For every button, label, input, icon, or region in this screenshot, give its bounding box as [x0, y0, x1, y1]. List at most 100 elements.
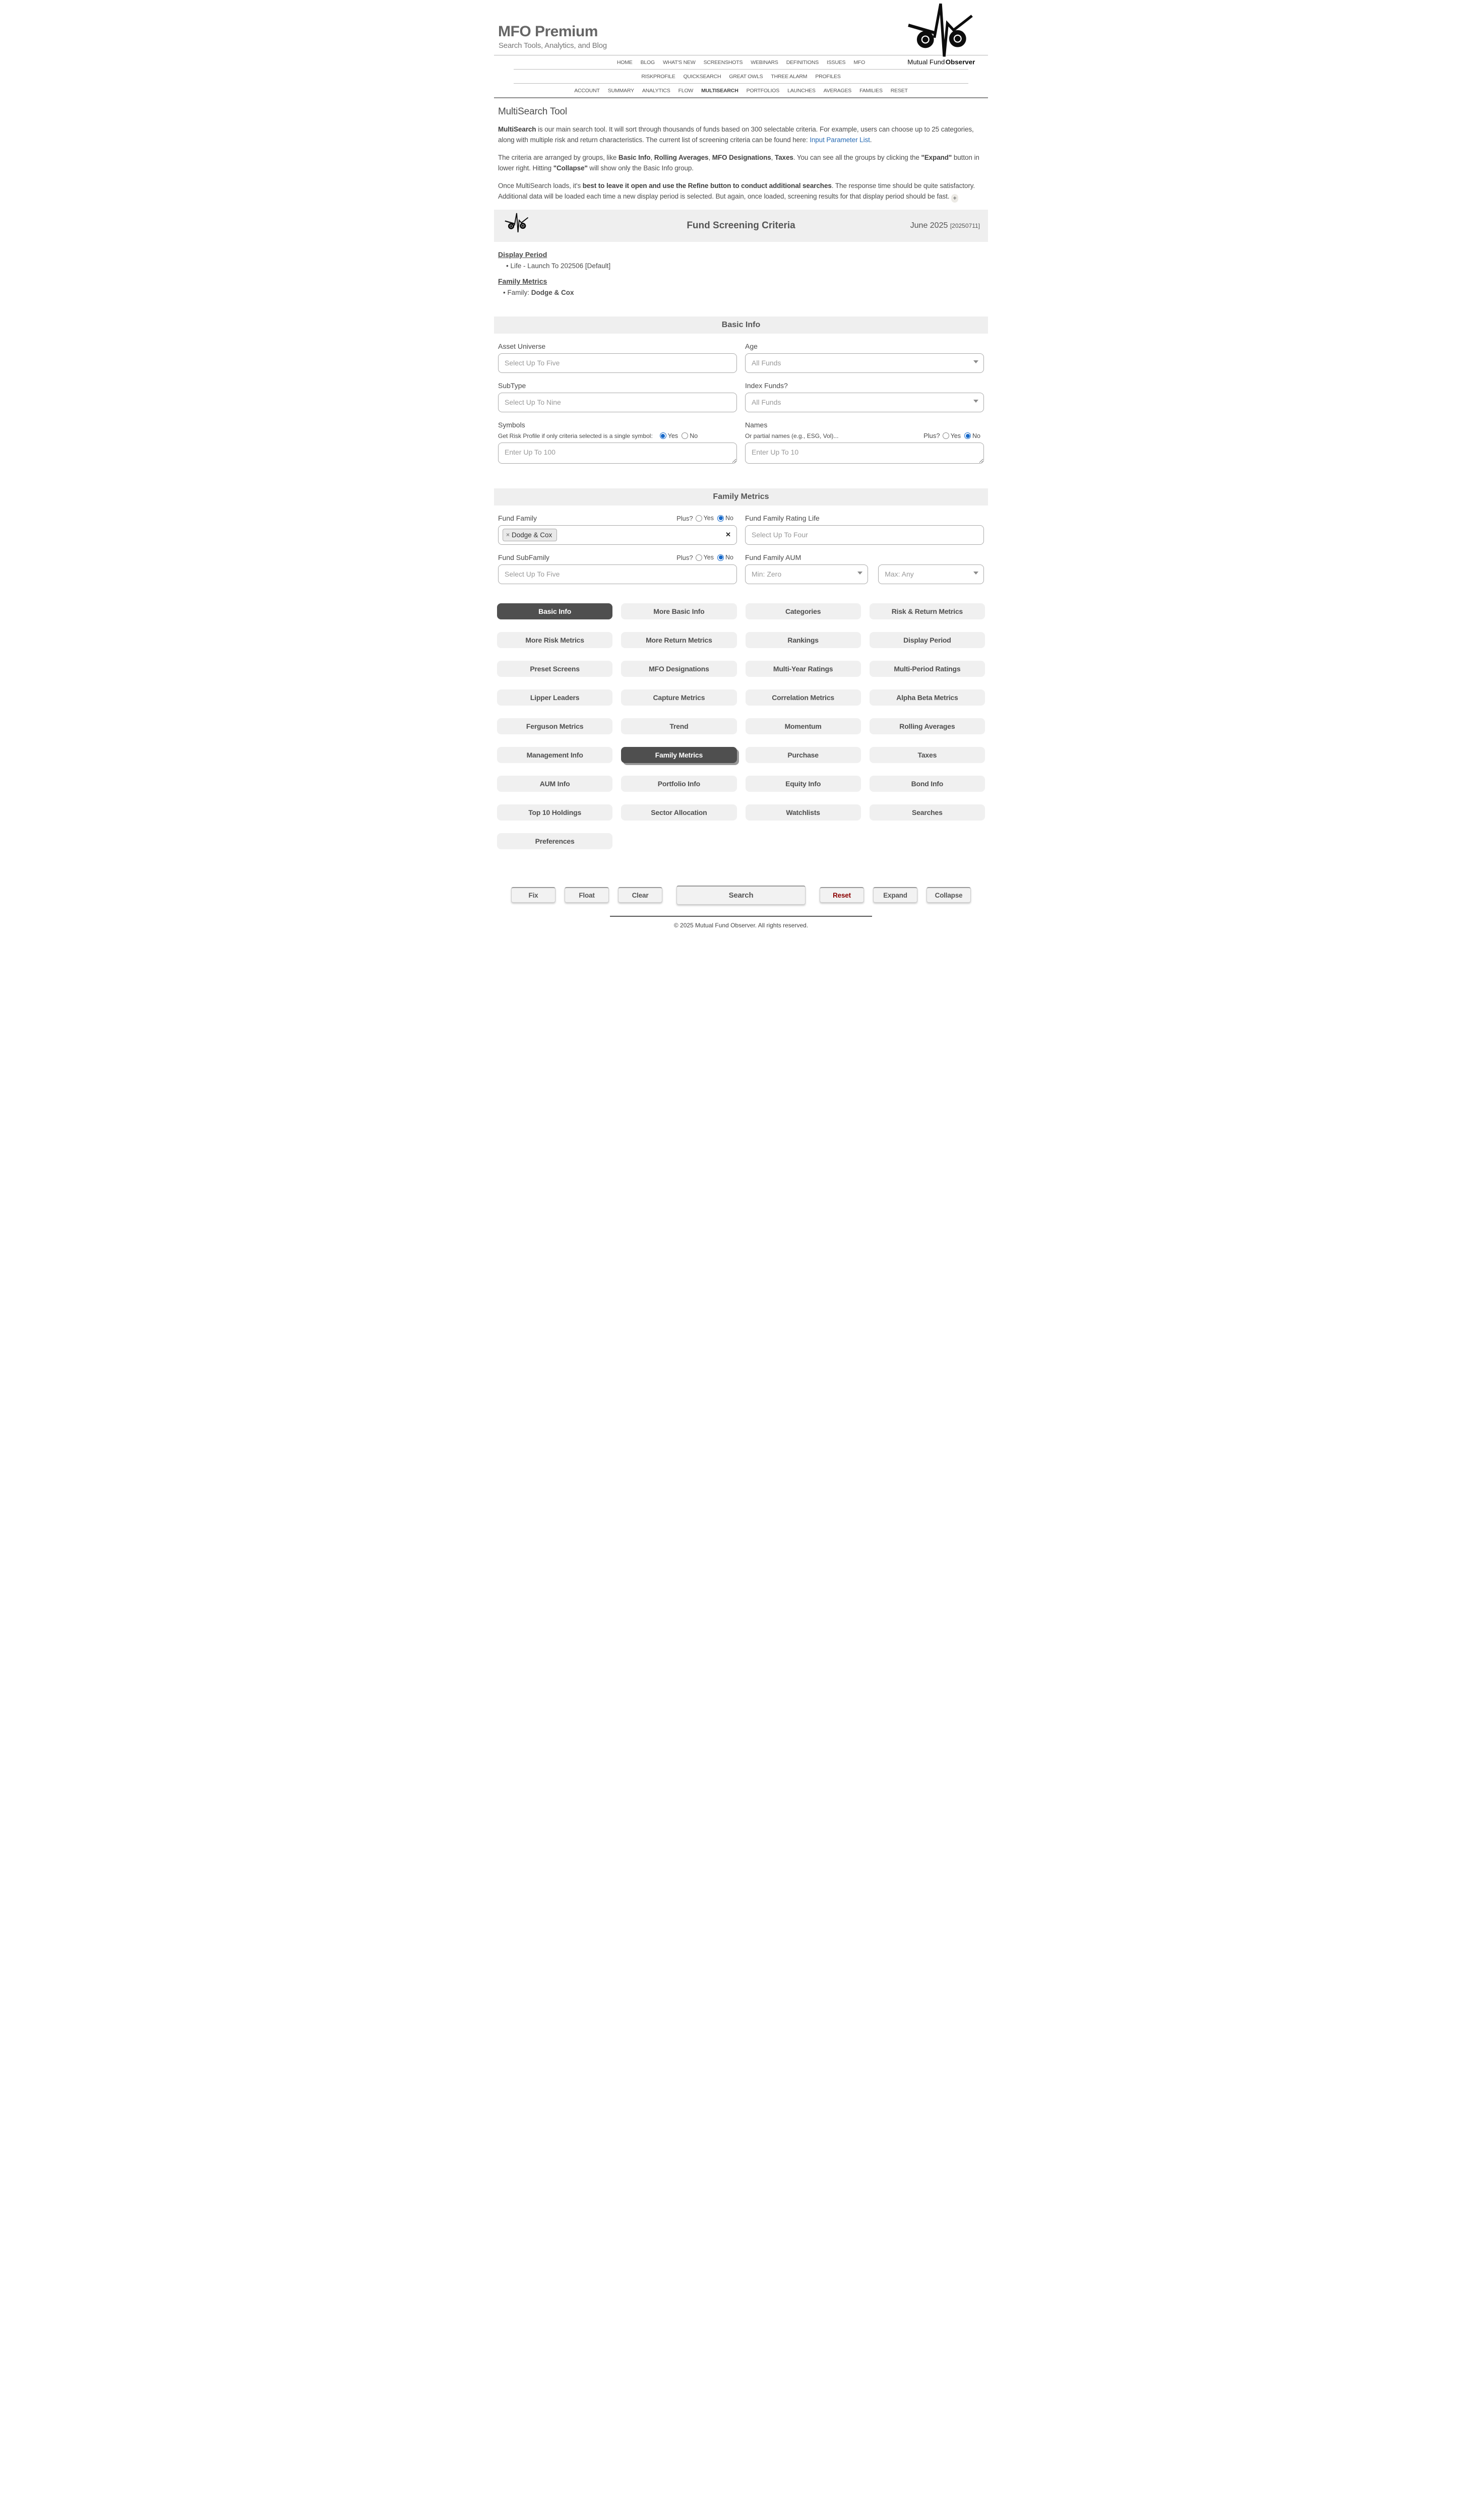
rating-life-label: Fund Family Rating Life: [745, 514, 820, 522]
group-button-aum-info[interactable]: AUM Info: [497, 775, 613, 792]
symbols-textarea[interactable]: [498, 442, 737, 464]
group-button-trend[interactable]: Trend: [621, 718, 737, 734]
plus-circle-icon[interactable]: +: [951, 194, 959, 203]
nav-item-families[interactable]: FAMILIES: [859, 88, 883, 94]
group-button-multi-period-ratings[interactable]: Multi-Period Ratings: [869, 660, 985, 677]
nav-item-portfolios[interactable]: PORTFOLIOS: [746, 88, 780, 94]
input-parameter-list-link[interactable]: Input Parameter List: [810, 136, 870, 144]
group-button-watchlists[interactable]: Watchlists: [745, 804, 861, 821]
chevron-down-icon: [973, 571, 978, 575]
float-button[interactable]: Float: [565, 887, 609, 903]
group-button-bond-info[interactable]: Bond Info: [869, 775, 985, 792]
names-yes-radio[interactable]: [942, 432, 949, 439]
group-button-lipper-leaders[interactable]: Lipper Leaders: [497, 689, 613, 706]
age-select[interactable]: All Funds: [745, 353, 984, 373]
aum-min-select[interactable]: Min: Zero: [745, 564, 869, 584]
reset-button[interactable]: Reset: [820, 887, 864, 903]
nav-item-what-s-new[interactable]: WHAT'S NEW: [663, 59, 696, 66]
group-button-rankings[interactable]: Rankings: [745, 632, 861, 648]
fund-family-no-radio[interactable]: [717, 515, 724, 522]
search-button[interactable]: Search: [676, 885, 806, 905]
group-button-taxes[interactable]: Taxes: [869, 746, 985, 763]
expand-button[interactable]: Expand: [873, 887, 917, 903]
names-textarea[interactable]: [745, 442, 984, 464]
nav-item-blog[interactable]: BLOG: [640, 59, 655, 66]
group-button-risk-return-metrics[interactable]: Risk & Return Metrics: [869, 603, 985, 619]
nav-item-quicksearch[interactable]: QUICKSEARCH: [683, 74, 721, 80]
group-button-ferguson-metrics[interactable]: Ferguson Metrics: [497, 718, 613, 734]
nav-item-analytics[interactable]: ANALYTICS: [642, 88, 670, 94]
period-month: June 2025: [910, 221, 948, 230]
intro-paragraph: Once MultiSearch loads, it's best to lea…: [498, 181, 975, 203]
group-button-basic-info[interactable]: Basic Info: [497, 603, 613, 619]
mfo-owl-logo: Mutual Fund Observer: [900, 1, 981, 71]
section-bar-family-metrics: Family Metrics: [494, 488, 988, 506]
clear-selection-icon[interactable]: ✕: [725, 531, 731, 539]
nav-item-definitions[interactable]: DEFINITIONS: [786, 59, 819, 66]
nav-item-mfo[interactable]: MFO: [853, 59, 866, 66]
symbols-yes-radio[interactable]: [659, 432, 666, 439]
aum-max-value: Max: Any: [885, 570, 914, 579]
fund-subfamily-no-radio[interactable]: [717, 554, 724, 561]
aum-max-select[interactable]: Max: Any: [878, 564, 984, 584]
group-button-capture-metrics[interactable]: Capture Metrics: [621, 689, 737, 706]
fix-button[interactable]: Fix: [511, 887, 555, 903]
fund-subfamily-input[interactable]: [498, 564, 737, 584]
fund-family-input[interactable]: × Dodge & Cox ✕: [498, 525, 737, 545]
asset-universe-label: Asset Universe: [498, 342, 546, 350]
fund-family-yes-radio[interactable]: [695, 515, 702, 522]
group-button-multi-year-ratings[interactable]: Multi-Year Ratings: [745, 660, 861, 677]
nav-item-webinars[interactable]: WEBINARS: [751, 59, 778, 66]
group-button-management-info[interactable]: Management Info: [497, 746, 613, 763]
fund-family-chip[interactable]: × Dodge & Cox: [503, 528, 558, 541]
group-button-more-risk-metrics[interactable]: More Risk Metrics: [497, 632, 613, 648]
group-button-purchase[interactable]: Purchase: [745, 746, 861, 763]
group-button-alpha-beta-metrics[interactable]: Alpha Beta Metrics: [869, 689, 985, 706]
symbols-radio-group: Yes No: [659, 432, 701, 439]
nav-item-issues[interactable]: ISSUES: [827, 59, 846, 66]
nav-item-three-alarm[interactable]: THREE ALARM: [771, 74, 808, 80]
group-button-equity-info[interactable]: Equity Info: [745, 775, 861, 792]
asset-universe-input[interactable]: [498, 353, 737, 373]
group-button-more-return-metrics[interactable]: More Return Metrics: [621, 632, 737, 648]
group-button-mfo-designations[interactable]: MFO Designations: [621, 660, 737, 677]
group-button-sector-allocation[interactable]: Sector Allocation: [621, 804, 737, 821]
group-button-preferences[interactable]: Preferences: [497, 833, 613, 849]
nav-item-screenshots[interactable]: SCREENSHOTS: [703, 59, 743, 66]
nav-item-great-owls[interactable]: GREAT OWLS: [729, 74, 763, 80]
group-button-correlation-metrics[interactable]: Correlation Metrics: [745, 689, 861, 706]
group-button-rolling-averages[interactable]: Rolling Averages: [869, 718, 985, 734]
criteria-bar: Fund Screening Criteria June 2025 [20250…: [494, 209, 988, 242]
names-no-radio[interactable]: [964, 432, 971, 439]
nav-item-account[interactable]: ACCOUNT: [574, 88, 600, 94]
nav-item-averages[interactable]: AVERAGES: [823, 88, 852, 94]
group-button-family-metrics[interactable]: Family Metrics: [621, 746, 737, 763]
group-button-more-basic-info[interactable]: More Basic Info: [621, 603, 737, 619]
fund-subfamily-yes-radio[interactable]: [695, 554, 702, 561]
action-group-center: Search: [676, 885, 806, 905]
group-button-display-period[interactable]: Display Period: [869, 632, 985, 648]
nav-item-reset[interactable]: RESET: [890, 88, 908, 94]
family-metrics-row-1: Fund Family Plus? Yes No × Dodge & Cox ✕ …: [494, 506, 988, 545]
page: MFO Premium Search Tools, Analytics, and…: [494, 0, 988, 938]
nav-item-riskprofile[interactable]: RISKPROFILE: [641, 74, 675, 80]
group-button-top-10-holdings[interactable]: Top 10 Holdings: [497, 804, 613, 821]
subtype-input[interactable]: [498, 392, 737, 412]
nav-item-multisearch[interactable]: MULTISEARCH: [701, 88, 738, 94]
nav-item-summary[interactable]: SUMMARY: [607, 88, 634, 94]
rating-life-input[interactable]: [745, 525, 984, 545]
group-button-searches[interactable]: Searches: [869, 804, 985, 821]
group-button-preset-screens[interactable]: Preset Screens: [497, 660, 613, 677]
index-funds-select[interactable]: All Funds: [745, 392, 984, 412]
group-button-categories[interactable]: Categories: [745, 603, 861, 619]
nav-item-flow[interactable]: FLOW: [678, 88, 694, 94]
collapse-button[interactable]: Collapse: [927, 887, 971, 903]
nav-item-home[interactable]: HOME: [616, 59, 633, 66]
group-button-portfolio-info[interactable]: Portfolio Info: [621, 775, 737, 792]
group-button-momentum[interactable]: Momentum: [745, 718, 861, 734]
nav-item-profiles[interactable]: PROFILES: [815, 74, 841, 80]
chip-remove-icon[interactable]: ×: [506, 531, 510, 539]
symbols-no-radio[interactable]: [682, 432, 689, 439]
clear-button[interactable]: Clear: [618, 887, 662, 903]
nav-item-launches[interactable]: LAUNCHES: [787, 88, 816, 94]
